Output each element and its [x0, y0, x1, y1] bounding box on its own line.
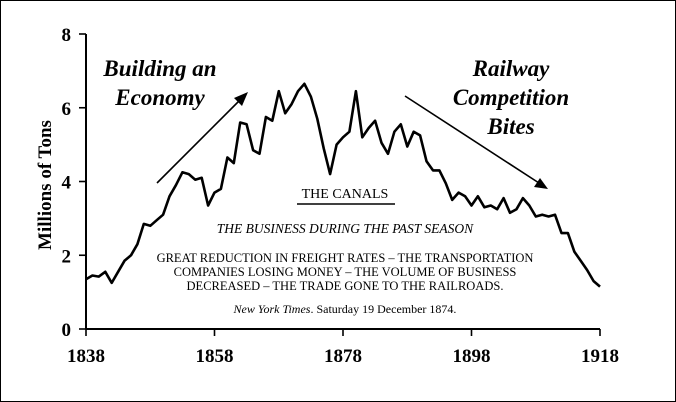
x-tick-label: 1878 — [324, 346, 362, 367]
right-headline-line1: Railway — [472, 56, 550, 81]
y-axis-title: Millions of Tons — [35, 120, 56, 250]
x-tick-label: 1838 — [67, 346, 105, 367]
y-tick-label: 4 — [62, 173, 72, 194]
newspaper-title: THE CANALS — [302, 187, 389, 202]
newspaper-body-line1: GREAT REDUCTION IN FREIGHT RATES – THE T… — [157, 251, 534, 265]
y-ticks: 0 2 4 6 8 — [62, 25, 86, 341]
newspaper-body-line3: DECREASED – THE TRADE GONE TO THE RAILRO… — [187, 279, 504, 293]
right-headline-line3: Bites — [486, 114, 534, 139]
right-headline-line2: Competition — [453, 85, 569, 110]
y-tick-label: 0 — [62, 320, 72, 341]
newspaper-subtitle: THE BUSINESS DURING THE PAST SEASON — [217, 221, 474, 236]
newspaper-source-publication: New York Times — [233, 302, 311, 316]
left-arrow — [156, 92, 248, 184]
x-ticks: 1838 1858 1878 1898 1918 — [67, 329, 619, 367]
x-tick-label: 1918 — [581, 346, 619, 367]
newspaper-source: New York Times. Saturday 19 December 187… — [233, 302, 457, 316]
newspaper-source-date: . Saturday 19 December 1874. — [310, 302, 456, 316]
right-arrow — [404, 95, 548, 189]
series-line — [85, 82, 601, 288]
y-tick-label: 6 — [62, 99, 72, 120]
x-tick-label: 1858 — [196, 346, 234, 367]
x-tick-label: 1898 — [453, 346, 491, 367]
y-tick-label: 8 — [62, 25, 72, 46]
newspaper-body-line2: COMPANIES LOSING MONEY – THE VOLUME OF B… — [174, 265, 517, 279]
left-headline-line2: Economy — [114, 85, 205, 110]
y-tick-label: 2 — [62, 246, 72, 267]
left-headline-line1: Building an — [102, 56, 216, 81]
